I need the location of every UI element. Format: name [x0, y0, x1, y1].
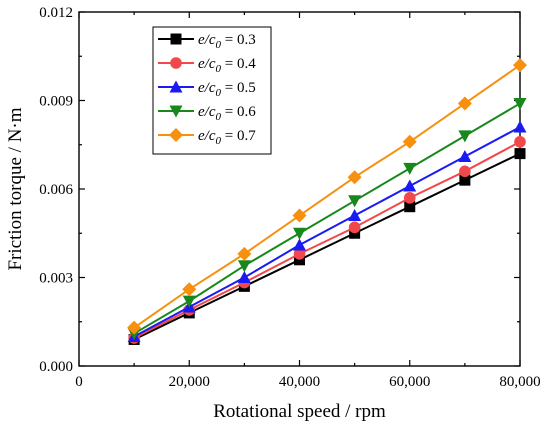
square-marker — [349, 227, 361, 239]
diamond-marker — [182, 282, 197, 297]
diamond-marker — [513, 58, 527, 73]
y-tick-label: 0.012 — [39, 5, 73, 21]
legend: e/c0 = 0.3 e/c0 = 0.4 e/c0 = 0.5 e/c0 = 0.6… — [152, 26, 272, 155]
x-axis-title: Rotational speed / rpm — [213, 401, 386, 422]
series-line — [133, 140, 521, 339]
square-marker — [170, 33, 182, 45]
diamond-marker — [402, 134, 417, 149]
triangle-up-marker — [348, 209, 362, 222]
triangle-down-marker — [293, 227, 306, 240]
x-tick-label: 80,000 — [499, 374, 540, 390]
y-axis-title: Friction torque / N·m — [5, 107, 26, 270]
triangle-up-marker — [403, 179, 417, 192]
circle-marker — [403, 192, 416, 204]
triangle-up-marker — [458, 150, 472, 163]
circle-marker — [170, 57, 182, 69]
x-tick-label: 0 — [75, 374, 83, 390]
triangle-down-marker — [237, 260, 251, 273]
triangle-up-marker — [169, 80, 183, 93]
plot-frame — [78, 11, 521, 367]
y-tick-label: 0.009 — [39, 94, 73, 110]
legend-item: e/c0 = 0.6 — [158, 104, 256, 123]
diamond-marker — [292, 208, 307, 223]
x-tick-label: 20,000 — [169, 374, 210, 390]
square-marker — [459, 174, 471, 186]
series-layer — [127, 58, 527, 345]
x-tick-label: 40,000 — [279, 374, 320, 390]
triangle-down-marker — [182, 295, 196, 308]
legend-item: e/c0 = 0.3 — [158, 32, 256, 51]
series-line — [133, 126, 521, 338]
series-2 — [128, 136, 526, 344]
diamond-marker — [237, 246, 252, 261]
circle-marker — [459, 165, 471, 178]
diamond-marker — [127, 320, 142, 335]
triangle-down-marker — [348, 195, 362, 208]
y-tick-label: 0.006 — [39, 182, 73, 198]
diamond-marker — [347, 170, 362, 185]
series-line — [133, 152, 521, 341]
x-tick-label: 60,000 — [389, 374, 430, 390]
legend-label: e/c0 = 0.3 — [198, 32, 256, 51]
triangle-up-marker — [293, 238, 306, 251]
legend-label: e/c0 = 0.4 — [198, 56, 256, 75]
square-marker — [404, 201, 416, 213]
triangle-up-marker — [513, 120, 527, 133]
square-marker — [514, 148, 526, 160]
triangle-down-marker — [513, 97, 527, 110]
triangle-down-marker — [458, 130, 472, 143]
series-5 — [127, 58, 527, 335]
legend-item: e/c0 = 0.4 — [158, 56, 256, 75]
legend-item: e/c0 = 0.7 — [158, 128, 256, 147]
triangle-up-marker — [237, 271, 251, 283]
legend-label: e/c0 = 0.6 — [198, 104, 256, 123]
circle-marker — [293, 248, 306, 260]
triangle-down-marker — [403, 162, 417, 175]
diamond-marker — [457, 96, 472, 111]
triangle-down-marker — [169, 105, 183, 118]
axis-ticks: 0 20,000 40,000 60,000 80,000 0.000 0.003 0.006… — [39, 5, 540, 390]
series-line — [133, 64, 521, 329]
y-tick-label: 0.000 — [39, 359, 73, 375]
legend-label: e/c0 = 0.5 — [198, 80, 256, 99]
series-line — [133, 102, 521, 335]
circle-marker — [514, 136, 526, 148]
legend-item: e/c0 = 0.5 — [158, 80, 256, 99]
diamond-marker — [169, 128, 183, 142]
square-marker — [294, 254, 305, 266]
circle-marker — [348, 221, 361, 234]
y-tick-label: 0.003 — [39, 271, 73, 287]
legend-label: e/c0 = 0.7 — [198, 128, 256, 147]
